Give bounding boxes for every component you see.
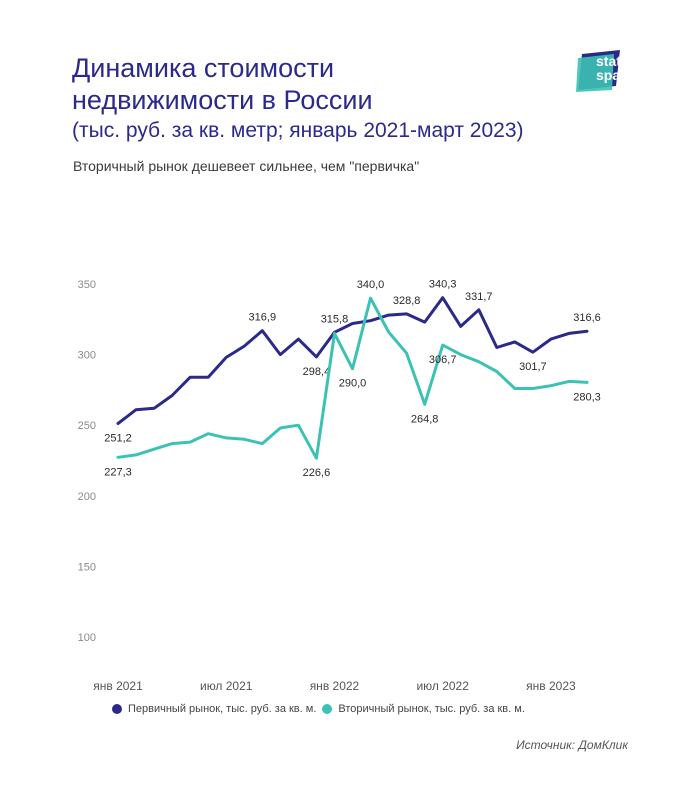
data-label: 328,8 [393,295,421,307]
chart-subtitle: Вторичный рынок дешевеет сильнее, чем "п… [73,158,420,174]
data-label: 226,6 [303,467,331,479]
logo-text-space: space [596,67,636,83]
legend-item-secondary: Вторичный рынок, тыс. руб. за кв. м. [322,703,525,715]
x-tick-label: июл 2021 [200,679,253,693]
chart-title: Динамика стоимости недвижимости в России… [72,52,592,146]
x-tick-label: июл 2022 [416,679,469,693]
legend-dot-secondary [322,704,333,714]
series-line-primary [116,296,589,425]
data-label: 315,8 [321,313,349,325]
data-label: 340,0 [357,279,385,291]
legend-label-primary: Первичный рынок, тыс. руб. за кв. м. [128,703,317,715]
data-label: 316,9 [249,312,277,324]
data-label: 298,4 [303,366,331,378]
data-label: 301,7 [519,361,547,373]
title-line-2: недвижимости в России [72,85,373,115]
data-label: 251,2 [104,433,132,445]
y-tick-label: 200 [78,491,96,503]
data-label: 331,7 [465,291,493,303]
data-label: 316,6 [573,312,601,324]
y-tick-label: 350 [78,279,96,291]
title-line-1: Динамика стоимости [72,53,335,83]
source-note: Источник: ДомКлик [516,738,628,752]
legend-item-primary: Первичный рынок, тыс. руб. за кв. м. [112,703,316,715]
y-tick-label: 150 [78,561,96,573]
data-label: 306,7 [429,354,457,366]
x-tick-label: янв 2021 [93,679,143,693]
x-tick-label: янв 2023 [526,679,576,693]
y-tick-label: 250 [78,420,96,432]
data-label: 290,0 [339,378,367,390]
logo-shape-front [576,54,614,92]
title-line-3: (тыс. руб. за кв. метр; январь 2021-март… [72,119,524,142]
data-label: 227,3 [104,466,132,478]
series-line-secondary [116,296,589,460]
statspace-logo: stat space [576,50,636,92]
legend-dot-primary [112,704,122,714]
data-label: 264,8 [411,413,439,425]
y-tick-label: 100 [78,632,96,644]
x-tick-label: янв 2022 [310,679,360,693]
legend-label-secondary: Вторичный рынок, тыс. руб. за кв. м. [338,703,525,715]
data-label: 340,3 [429,279,457,291]
chart-legend: Первичный рынок, тыс. руб. за кв. м. Вто… [112,703,531,715]
y-tick-label: 300 [78,350,96,362]
data-label: 280,3 [573,391,601,403]
logo-text-stat: stat [596,53,621,69]
